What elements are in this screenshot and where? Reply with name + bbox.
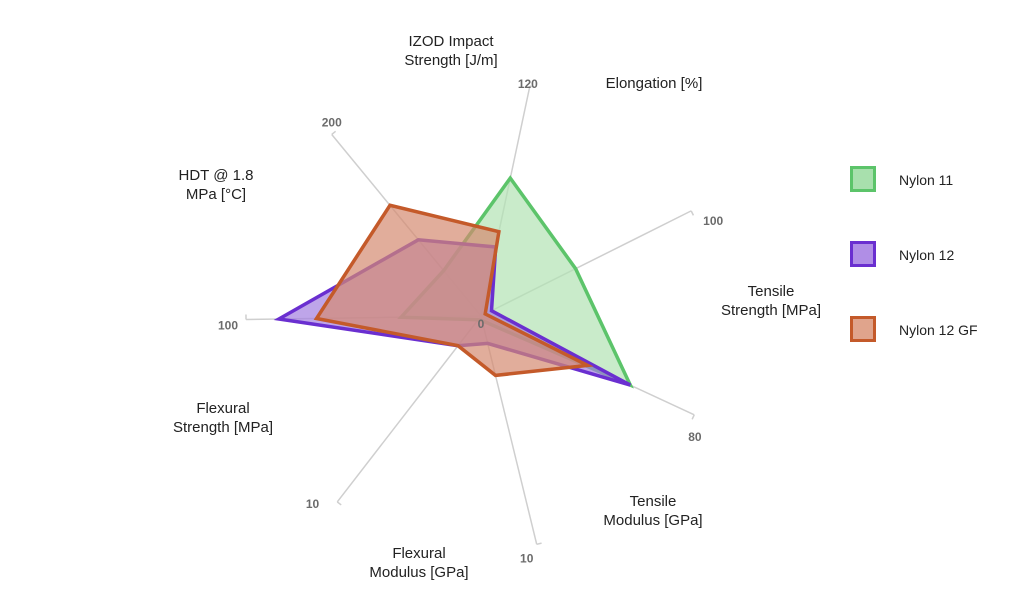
tick-label-elongation: 100: [703, 214, 723, 228]
tick-label-izod-impact-strength-j-m: 120: [518, 77, 538, 91]
axis-title-tensile-modulus-gpa: Tensile Modulus [GPa]: [603, 493, 702, 529]
legend-label-nylon-12: Nylon 12: [899, 247, 955, 263]
axis-end-tick-hdt-1-8-mpa-c: [331, 130, 337, 136]
legend-label-nylon-11: Nylon 11: [899, 172, 954, 188]
tick-label-flexural-strength-mpa: 100: [218, 319, 238, 333]
center-zero-label: 0: [478, 317, 485, 331]
tick-label-tensile-modulus-gpa: 10: [520, 551, 534, 565]
axis-title-tensile-strength-mpa: Tensile Strength [MPa]: [721, 283, 821, 319]
radar-series: [273, 175, 634, 389]
axis-title-flexural-strength-mpa: Flexural Strength [MPa]: [173, 400, 273, 436]
axis-title-hdt-1-8-mpa-c: HDT @ 1.8 MPa [°C]: [179, 167, 254, 203]
legend-swatch-nylon-12-gf: [850, 316, 876, 342]
tick-label-tensile-strength-mpa: 80: [688, 430, 702, 444]
axis-title-izod-impact-strength-j-m: IZOD Impact Strength [J/m]: [404, 33, 497, 69]
series-nylon-12-gf: [313, 203, 594, 378]
axis-title-elongation: Elongation [%]: [606, 75, 703, 92]
axis-end-tick-izod-impact-strength-j-m: [529, 85, 535, 88]
legend-swatch-nylon-12: [850, 241, 876, 267]
tick-label-hdt-1-8-mpa-c: 200: [322, 115, 342, 129]
axis-title-flexural-modulus-gpa: Flexural Modulus [GPa]: [369, 545, 468, 581]
legend-label-nylon-12-gf: Nylon 12 GF: [899, 322, 978, 338]
axis-end-tick-tensile-strength-mpa: [691, 414, 695, 420]
axis-end-tick-tensile-modulus-gpa: [536, 542, 542, 546]
tick-label-flexural-modulus-gpa: 10: [306, 497, 320, 511]
radar-labels: 0 120 IZOD Impact Strength [J/m] 100 Elongati…: [173, 33, 821, 581]
legend-swatch-nylon-11: [850, 166, 876, 192]
axis-end-tick-elongation: [690, 210, 695, 216]
axis-end-tick-flexural-modulus-gpa: [336, 501, 342, 506]
